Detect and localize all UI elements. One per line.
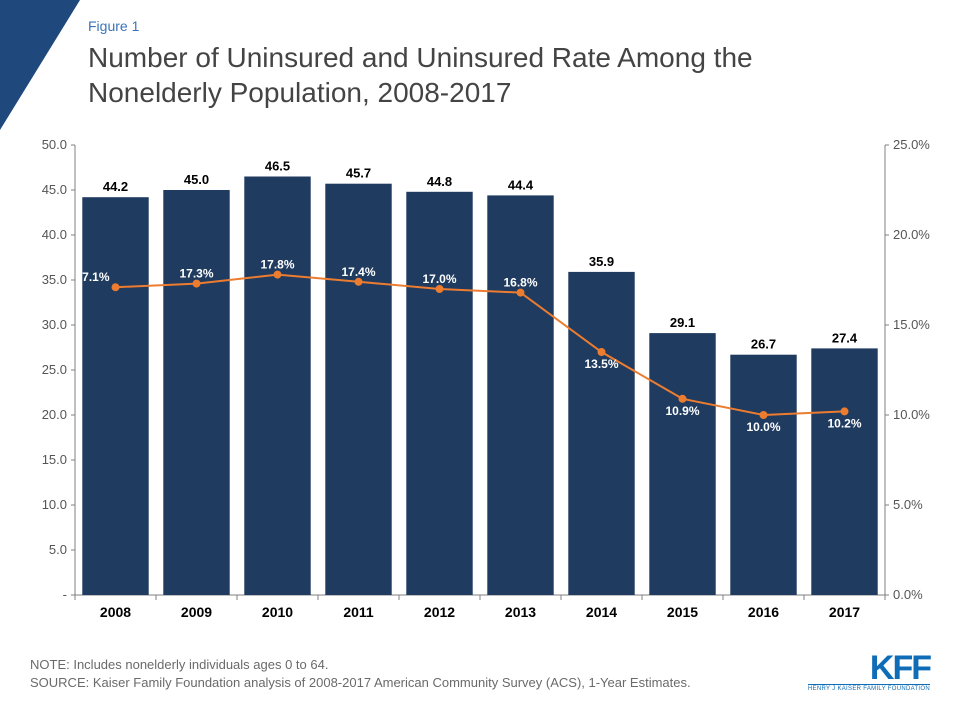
svg-text:25.0: 25.0 — [42, 362, 67, 377]
svg-text:15.0: 15.0 — [42, 452, 67, 467]
chart-svg: - 5.0 10.0 15.0 20.0 25.0 30.0 35.0 40.0 45.0 50.0… — [20, 135, 940, 635]
svg-text:10.0%: 10.0% — [893, 407, 930, 422]
svg-text:10.9%: 10.9% — [665, 404, 699, 418]
svg-text:17.8%: 17.8% — [260, 258, 294, 272]
svg-text:25.0%: 25.0% — [893, 137, 930, 152]
svg-text:44.2: 44.2 — [103, 179, 128, 194]
svg-text:27.4: 27.4 — [832, 330, 858, 345]
svg-text:2017: 2017 — [829, 604, 860, 620]
svg-text:17.1%: 17.1% — [75, 270, 109, 284]
svg-text:45.0: 45.0 — [42, 182, 67, 197]
svg-text:2010: 2010 — [262, 604, 293, 620]
note-line: NOTE: Includes nonelderly individuals ag… — [30, 656, 691, 674]
svg-text:2011: 2011 — [343, 604, 374, 620]
svg-text:35.9: 35.9 — [589, 254, 614, 269]
figure-label: Figure 1 — [88, 18, 139, 34]
svg-text:2012: 2012 — [424, 604, 455, 620]
svg-text:2013: 2013 — [505, 604, 536, 620]
svg-text:2008: 2008 — [100, 604, 131, 620]
svg-text:5.0: 5.0 — [49, 542, 67, 557]
footer-notes: NOTE: Includes nonelderly individuals ag… — [30, 656, 691, 692]
svg-text:10.0%: 10.0% — [746, 420, 780, 434]
kff-logo-main: KFF — [808, 655, 930, 682]
svg-text:17.4%: 17.4% — [341, 265, 375, 279]
svg-text:29.1: 29.1 — [670, 315, 695, 330]
chart-title: Number of Uninsured and Uninsured Rate A… — [88, 40, 888, 110]
svg-text:2009: 2009 — [181, 604, 212, 620]
svg-text:45.0: 45.0 — [184, 172, 209, 187]
svg-text:10.2%: 10.2% — [827, 416, 861, 430]
chart-area: - 5.0 10.0 15.0 20.0 25.0 30.0 35.0 40.0 45.0 50.0… — [20, 135, 940, 635]
svg-text:10.0: 10.0 — [42, 497, 67, 512]
svg-text:30.0: 30.0 — [42, 317, 67, 332]
svg-text:-: - — [63, 587, 67, 602]
svg-text:13.5%: 13.5% — [584, 357, 618, 371]
svg-text:35.0: 35.0 — [42, 272, 67, 287]
svg-text:44.4: 44.4 — [508, 177, 534, 192]
svg-text:40.0: 40.0 — [42, 227, 67, 242]
kff-logo: KFF HENRY J KAISER FAMILY FOUNDATION — [808, 655, 930, 692]
corner-triangle — [0, 0, 80, 130]
svg-text:20.0: 20.0 — [42, 407, 67, 422]
source-line: SOURCE: Kaiser Family Foundation analysi… — [30, 674, 691, 692]
svg-text:16.8%: 16.8% — [503, 276, 537, 290]
svg-text:0.0%: 0.0% — [893, 587, 923, 602]
svg-text:17.0%: 17.0% — [422, 272, 456, 286]
svg-text:45.7: 45.7 — [346, 166, 371, 181]
svg-text:26.7: 26.7 — [751, 337, 776, 352]
svg-text:5.0%: 5.0% — [893, 497, 923, 512]
svg-text:44.8: 44.8 — [427, 174, 452, 189]
svg-text:2015: 2015 — [667, 604, 698, 620]
svg-text:17.3%: 17.3% — [179, 267, 213, 281]
kff-logo-sub: HENRY J KAISER FAMILY FOUNDATION — [808, 684, 930, 692]
svg-text:50.0: 50.0 — [42, 137, 67, 152]
svg-text:2016: 2016 — [748, 604, 779, 620]
svg-text:20.0%: 20.0% — [893, 227, 930, 242]
svg-text:2014: 2014 — [586, 604, 617, 620]
svg-text:46.5: 46.5 — [265, 159, 290, 174]
svg-text:15.0%: 15.0% — [893, 317, 930, 332]
